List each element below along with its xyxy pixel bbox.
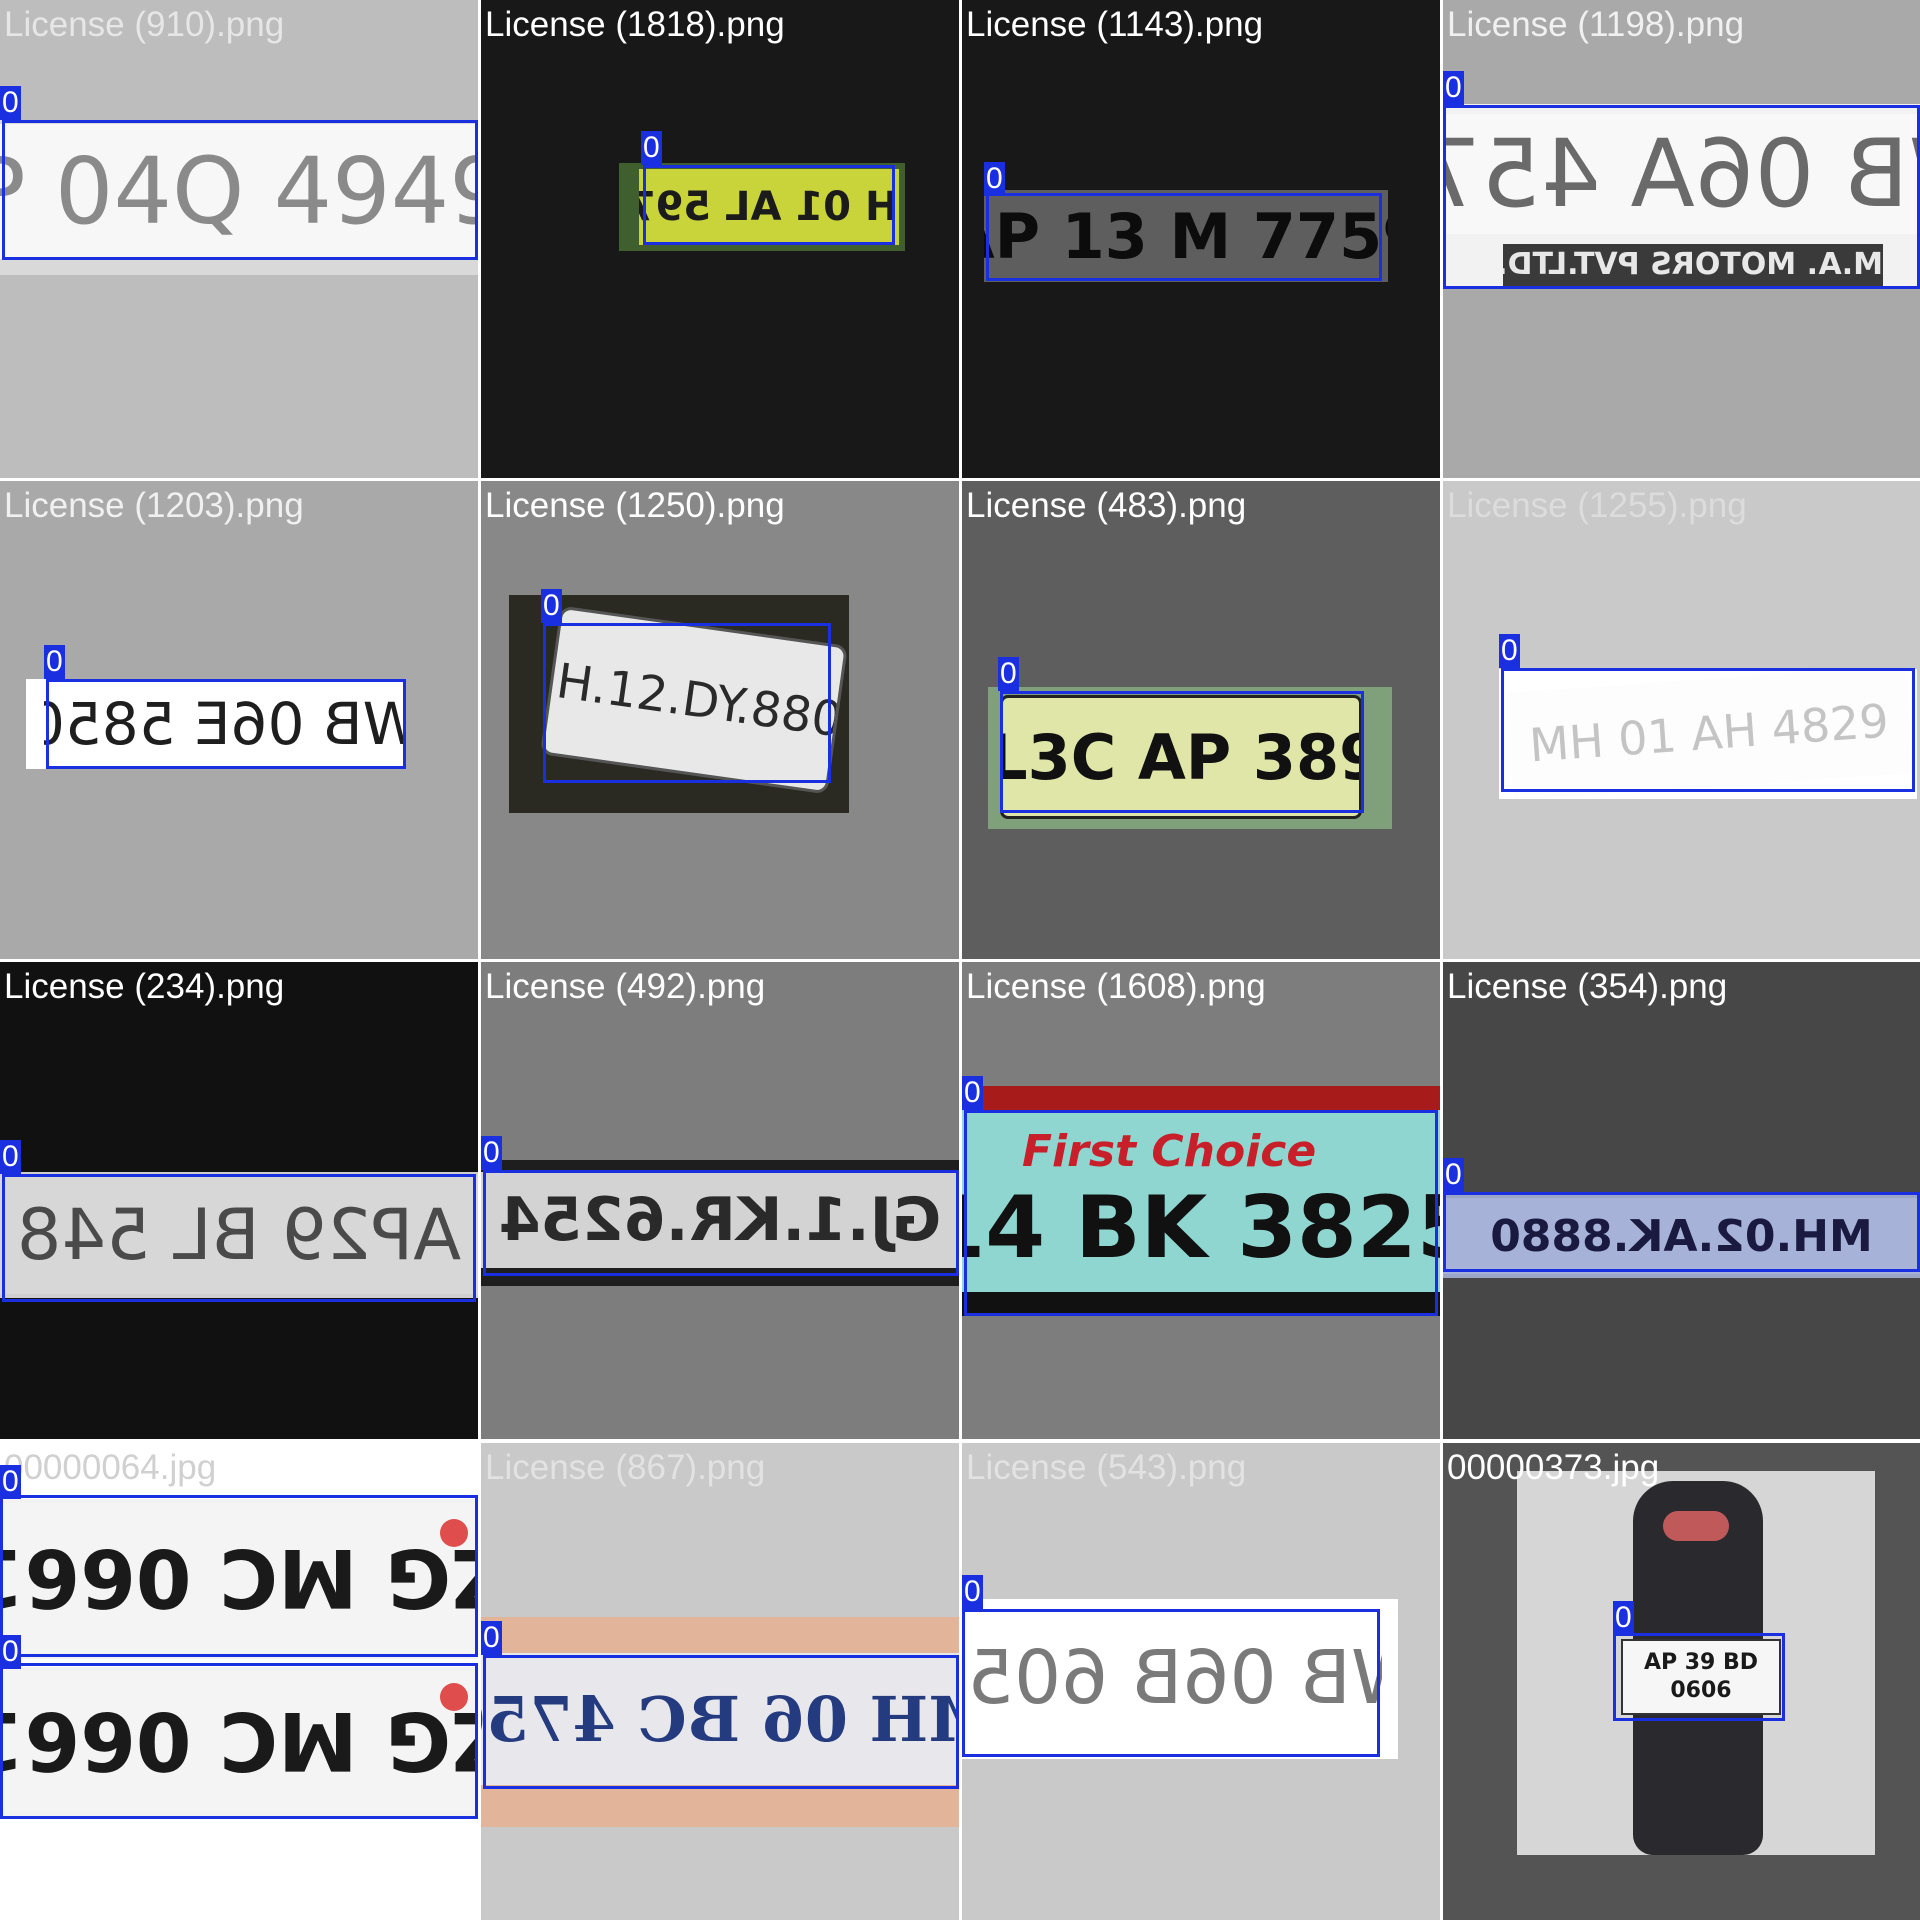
tile-12: License (354).png MH.02.AK.8880 0 (1443, 962, 1920, 1439)
tile-label: 00000373.jpg (1447, 1448, 1660, 1487)
detection-box (0, 1495, 478, 1657)
tile-15: License (543).png WB 06B 6052 0 (962, 1443, 1440, 1920)
plate-crop: AP29 BL 548 (0, 1172, 478, 1298)
tile-11: License (1608).png 14 BK 3825 First Choi… (962, 962, 1440, 1439)
detection-box (962, 1609, 1380, 1757)
tile-16: 00000373.jpg AP 39 BD 0606 0 (1443, 1443, 1920, 1920)
tile-label: License (1255).png (1447, 486, 1747, 525)
plate-crop-2: ZG MC 0661 (0, 1667, 478, 1817)
class-id-tag: 0 (1443, 1158, 1464, 1192)
plate-crop: MH 01 AH 4829 (1499, 669, 1917, 799)
detection-box (1443, 105, 1920, 289)
tile-label: License (1250).png (485, 486, 785, 525)
detection-box (986, 193, 1382, 281)
plate-text: P 04Q 4949 (0, 138, 478, 245)
plate-text: DL3C AP 3897 (1003, 720, 1359, 794)
detection-box (483, 1170, 959, 1276)
tile-8: License (1255).png MH 01 AH 4829 0 (1443, 481, 1920, 959)
plate-crop: WB 06B 6052 (962, 1599, 1398, 1759)
detection-box (1000, 691, 1364, 813)
emblem-icon (440, 1519, 468, 1547)
plate-crop: AP 13 M 7759 (984, 190, 1388, 282)
class-id-tag: 0 (641, 131, 662, 165)
tile-label: License (1608).png (966, 967, 1266, 1006)
detection-box (543, 623, 831, 783)
license-plate: AP 13 M 7759 (984, 190, 1388, 282)
detection-box (2, 120, 478, 260)
class-id-tag: 0 (1443, 71, 1464, 105)
plate-text: AP 39 BD 0606 (1643, 1650, 1759, 1703)
class-id-tag: 0 (962, 1076, 983, 1110)
tile-label: 00000064.jpg (4, 1448, 217, 1487)
license-plate: DL3C AP 3897 (1000, 695, 1362, 819)
class-id-tag: 0 (541, 589, 562, 623)
tile-13: 00000064.jpg ZG MC 0661 ZG MC 0661 0 0 (0, 1443, 478, 1920)
license-plate: 14 BK 3825 (962, 1110, 1440, 1296)
tail-light (1663, 1511, 1729, 1541)
class-id-tag: 0 (0, 1465, 21, 1499)
tile-label: License (867).png (485, 1448, 766, 1487)
license-plate: P 04Q 4949 (0, 124, 478, 259)
plate-crop: GJ.1.KR.6254 (481, 1160, 959, 1286)
detection-box (643, 165, 895, 245)
class-id-tag: 0 (481, 1621, 502, 1655)
plate-crop: 14 BK 3825 First Choice (962, 1086, 1440, 1316)
tile-2: License (1818).png MH 01 AL 5971 0 (481, 0, 959, 478)
tile-10: License (492).png GJ.1.KR.6254 0 (481, 962, 959, 1439)
detection-box (2, 1174, 476, 1302)
tile-label: License (354).png (1447, 967, 1728, 1006)
plate-crop: MH 01 AL 5971 (619, 163, 905, 251)
plate-crop: WB 06A 4572 M.A. MOTORS PVT.LTD. (1443, 104, 1920, 289)
plate-crop: P 04Q 4949 (0, 120, 478, 275)
class-id-tag: 0 (998, 657, 1019, 691)
detection-box-2 (0, 1663, 478, 1819)
detection-box (1443, 1192, 1920, 1272)
class-id-tag: 0 (481, 1136, 502, 1170)
class-id-tag: 0 (1499, 634, 1520, 668)
tile-label: License (483).png (966, 486, 1247, 525)
plate-crop: MH 06 BC 4756 (481, 1617, 959, 1827)
detection-box (1501, 668, 1915, 792)
class-id-tag: 0 (44, 645, 65, 679)
plate-crop: ZG MC 0661 (0, 1499, 478, 1659)
plate-crop: DL3C AP 3897 (988, 687, 1392, 829)
tile-label: License (1198).png (1447, 5, 1745, 44)
tile-label: License (1818).png (485, 5, 785, 44)
tile-label: License (1143).png (966, 5, 1264, 44)
detection-box (483, 1655, 959, 1789)
detection-box (46, 679, 406, 769)
class-id-tag: 0 (1613, 1601, 1634, 1635)
class-id-tag: 0 (984, 162, 1005, 196)
emblem-icon (440, 1683, 468, 1711)
tile-label: License (910).png (4, 5, 285, 44)
plate-crop: MH.02.AK.8880 (1443, 1194, 1920, 1278)
plate-crop: MH.12.DY.8806 (509, 595, 849, 813)
tile-4: License (1198).png WB 06A 4572 M.A. MOTO… (1443, 0, 1920, 478)
tile-5: License (1203).png WB 06E 5850 0 (0, 481, 478, 959)
tile-14: License (867).png MH 06 BC 4756 0 (481, 1443, 959, 1920)
plate-text: 14 BK 3825 (962, 1178, 1440, 1278)
plate-shadow (962, 1292, 1440, 1316)
detection-box (964, 1110, 1438, 1316)
tile-9: License (234).png AP29 BL 548 0 (0, 962, 478, 1439)
class-id-tag: 0 (0, 86, 21, 120)
tile-6: License (1250).png MH.12.DY.8806 0 (481, 481, 959, 959)
tile-label: License (1203).png (4, 486, 304, 525)
tile-label: License (234).png (4, 967, 285, 1006)
detection-box (1613, 1633, 1785, 1721)
class-id-tag: 0 (962, 1575, 983, 1609)
dealer-text: First Choice (1022, 1126, 1317, 1177)
plate-text: AP 13 M 7759 (984, 199, 1388, 273)
class-id-tag-2: 0 (0, 1635, 21, 1669)
motorcycle-photo: AP 39 BD 0606 (1517, 1471, 1875, 1855)
tile-3: License (1143).png AP 13 M 7759 0 (962, 0, 1440, 478)
plate-crop: WB 06E 5850 (26, 679, 404, 769)
tile-label: License (492).png (485, 967, 766, 1006)
license-plate: AP 39 BD 0606 (1621, 1639, 1781, 1715)
tile-label: License (543).png (966, 1448, 1247, 1487)
tile-7: License (483).png DL3C AP 3897 0 (962, 481, 1440, 959)
class-id-tag: 0 (0, 1140, 21, 1174)
tile-1: License (910).png P 04Q 4949 0 (0, 0, 478, 478)
